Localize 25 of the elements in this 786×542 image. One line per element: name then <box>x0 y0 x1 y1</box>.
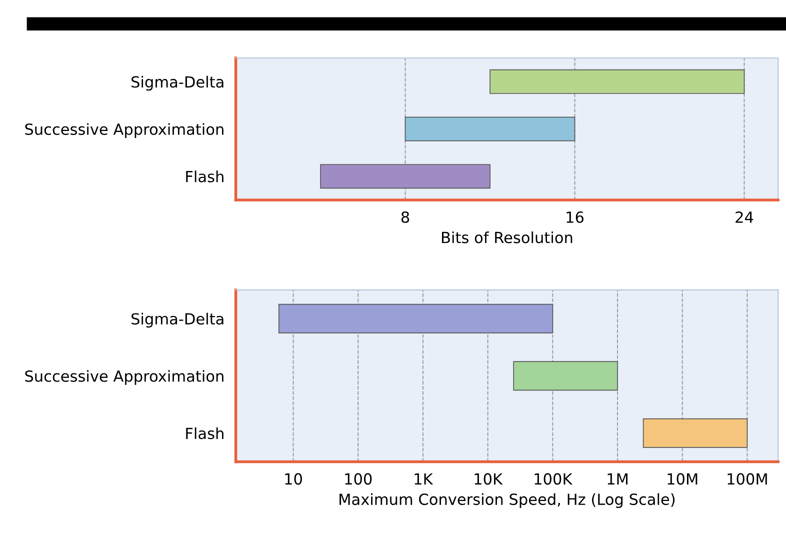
bar <box>513 361 618 391</box>
x-tick-label: 24 <box>736 211 754 223</box>
y-tick-label: Sigma-Delta <box>132 312 224 328</box>
y-tick-label: Successive Approximation <box>25 123 224 138</box>
y-tick-label: Sigma-Delta <box>132 76 224 91</box>
y-tick-label: Flash <box>186 170 224 182</box>
bar <box>490 69 745 94</box>
y-tick-label: Successive Approximation <box>25 370 224 385</box>
x-axis-title: Maximum Conversion Speed, Hz (Log Scale) <box>340 493 675 508</box>
bar <box>320 164 490 189</box>
bar <box>278 304 554 334</box>
x-tick-label: 10K <box>474 473 503 485</box>
bar <box>404 116 576 142</box>
x-tick-label: 10M <box>668 473 698 485</box>
x-tick-label: 1K <box>414 473 434 485</box>
x-tick-label: 100 <box>345 473 372 485</box>
x-axis-title: Bits of Resolution <box>442 231 572 244</box>
y-tick-label: Flash <box>186 427 224 440</box>
x-tick-label: 100M <box>728 473 767 485</box>
x-tick-label: 1M <box>608 473 628 485</box>
bar <box>642 418 748 448</box>
x-tick-label: 100K <box>534 473 573 485</box>
x-tick-label: 16 <box>566 211 584 223</box>
x-tick-label: 10 <box>285 473 302 485</box>
x-tick-label: 8 <box>401 211 410 223</box>
